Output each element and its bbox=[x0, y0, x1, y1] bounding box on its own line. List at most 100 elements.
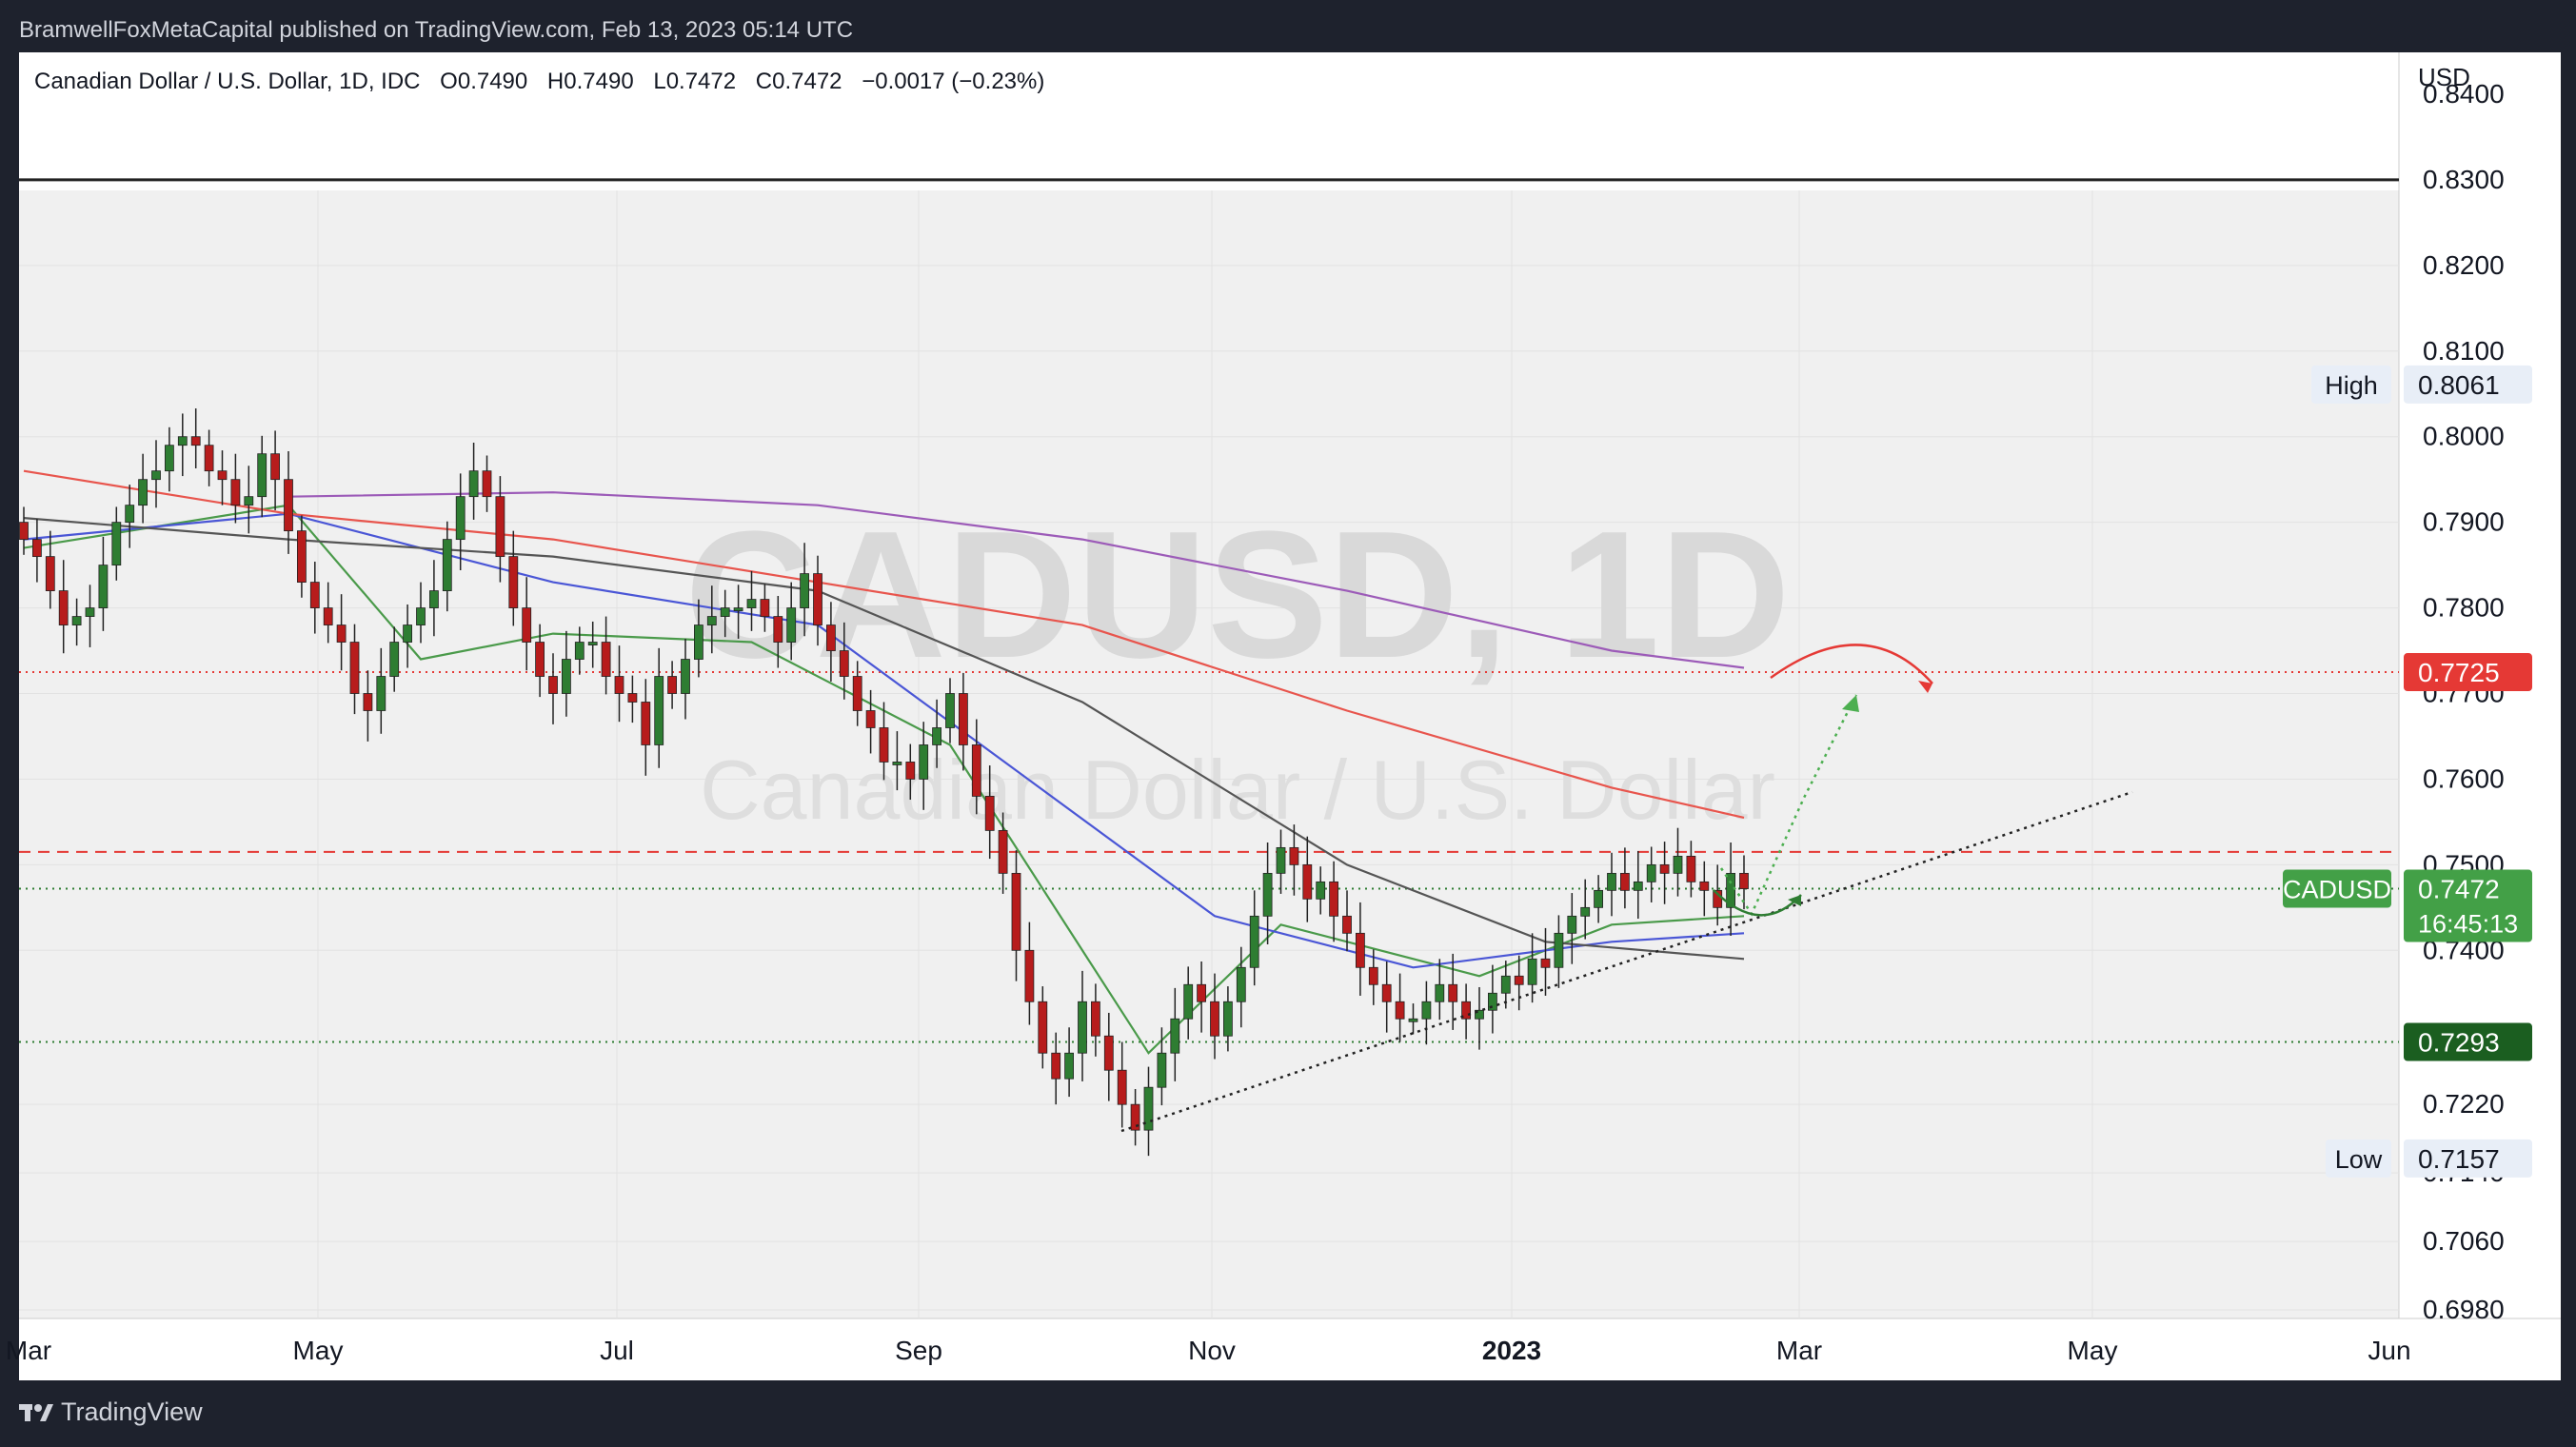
candle-body bbox=[1011, 872, 1021, 951]
footer-bar bbox=[0, 1380, 2576, 1447]
bounce-curve[interactable] bbox=[1713, 889, 1802, 917]
candle-body bbox=[919, 744, 929, 780]
candle-body bbox=[270, 453, 281, 481]
price-tick-label: 0.7900 bbox=[2423, 507, 2505, 537]
candle-body bbox=[323, 607, 333, 625]
candle-body bbox=[204, 445, 214, 472]
candle-body bbox=[800, 573, 809, 608]
candle-body bbox=[1249, 915, 1259, 968]
candle-body bbox=[1500, 975, 1511, 994]
candle-body bbox=[45, 556, 55, 591]
candle-body bbox=[614, 676, 624, 694]
candle-body bbox=[733, 607, 743, 611]
candle-body bbox=[468, 470, 479, 498]
badge-label-bg bbox=[2311, 365, 2391, 404]
price-badges: High 0.8061 0.7725 CADUSD 0.7472 16:45:13 0.72… bbox=[2283, 365, 2532, 1178]
candle-body bbox=[1183, 983, 1194, 1020]
candle-body bbox=[971, 744, 981, 797]
candle-body bbox=[1064, 1052, 1074, 1080]
candle-body bbox=[998, 829, 1008, 874]
tradingview-logo[interactable]: TradingView bbox=[19, 1397, 203, 1427]
candle-body bbox=[826, 624, 836, 651]
candle-body bbox=[1646, 863, 1656, 882]
price-badge-low: Low 0.7157 bbox=[2326, 1139, 2532, 1178]
candles bbox=[19, 408, 1749, 1157]
candle-body bbox=[813, 573, 822, 625]
candle-body bbox=[945, 693, 955, 728]
watermark-ticker: CADUSD, 1D bbox=[684, 494, 1790, 696]
price-badge-: 0.7725 bbox=[2404, 653, 2532, 692]
time-tick-label: Jun bbox=[2368, 1336, 2410, 1365]
candle-body bbox=[905, 762, 916, 780]
badge-value: 0.8061 bbox=[2418, 370, 2500, 400]
price-badge-cadusd: CADUSD 0.7472 16:45:13 bbox=[2283, 869, 2532, 942]
candle-body bbox=[1051, 1052, 1061, 1080]
badge-value-bg bbox=[2404, 653, 2532, 692]
candle-body bbox=[1103, 1035, 1114, 1071]
candle-body bbox=[535, 642, 545, 677]
candle-body bbox=[349, 642, 360, 694]
price-tick-label: 0.8100 bbox=[2423, 336, 2505, 366]
candle-body bbox=[1316, 881, 1326, 900]
badge-label: High bbox=[2325, 371, 2378, 400]
candle-body bbox=[85, 607, 95, 617]
candle-body bbox=[177, 436, 188, 446]
badge-value-bg bbox=[2404, 1022, 2532, 1061]
time-axis[interactable]: Mar May Jul Sep Nov 2023 Mar May Jun bbox=[6, 1336, 2411, 1365]
candle-body bbox=[1435, 983, 1445, 1002]
tradingview-brand: TradingView bbox=[61, 1397, 203, 1426]
candle-body bbox=[1488, 992, 1497, 1011]
watermark-name: Canadian Dollar / U.S. Dollar bbox=[700, 743, 1775, 837]
price-tick-label: 0.7600 bbox=[2423, 763, 2505, 793]
legend: Canadian Dollar / U.S. Dollar, 1D, IDC O… bbox=[34, 69, 1044, 94]
candle-body bbox=[1659, 863, 1670, 874]
candle-body bbox=[363, 693, 373, 711]
candle-body bbox=[654, 676, 664, 745]
resistance-arc[interactable] bbox=[1770, 644, 1933, 684]
candle-body bbox=[1329, 881, 1338, 917]
ma-line-sma200 bbox=[23, 469, 1745, 819]
badge-label-bg bbox=[2326, 1139, 2391, 1178]
candle-body bbox=[1210, 1001, 1219, 1037]
candle-body bbox=[428, 590, 439, 608]
candle-body bbox=[667, 676, 677, 694]
candle-body bbox=[601, 642, 611, 677]
ma-line-long bbox=[287, 491, 1745, 669]
candle-body bbox=[932, 727, 941, 745]
candle-body bbox=[284, 479, 293, 532]
candle-body bbox=[1381, 983, 1392, 1002]
price-axis[interactable]: 0.8400 0.8300 0.8200 0.8100 0.8000 0.7900 0.78… bbox=[2423, 79, 2505, 1324]
candle-body bbox=[1527, 958, 1537, 985]
candle-body bbox=[1699, 881, 1710, 891]
candle-body bbox=[681, 659, 690, 694]
candle-body bbox=[1448, 983, 1458, 1002]
price-badge-high: High 0.8061 bbox=[2311, 365, 2532, 404]
badge-value-bg bbox=[2404, 1139, 2532, 1178]
candle-body bbox=[1143, 1086, 1154, 1131]
candle-body bbox=[164, 445, 174, 472]
time-tick-label: Mar bbox=[6, 1336, 51, 1365]
badge-value: 0.7293 bbox=[2418, 1028, 2500, 1058]
price-badge-: 0.7293 bbox=[2404, 1022, 2532, 1061]
rising-trendline[interactable] bbox=[1120, 790, 2133, 1133]
candle-body bbox=[138, 479, 149, 506]
time-tick-label: May bbox=[2068, 1336, 2118, 1365]
candle-body bbox=[508, 556, 519, 608]
ma-line-slow bbox=[23, 517, 1745, 961]
badge-label-bg bbox=[2283, 869, 2391, 908]
candle-body bbox=[959, 693, 968, 745]
resistance-arrowhead bbox=[1918, 681, 1932, 693]
candle-body bbox=[376, 676, 386, 711]
candle-body bbox=[1421, 1001, 1432, 1020]
candle-body bbox=[1580, 906, 1591, 917]
candle-body bbox=[1620, 872, 1630, 891]
candle-body bbox=[720, 607, 730, 617]
candle-body bbox=[1368, 966, 1378, 985]
candle-body bbox=[1356, 932, 1365, 968]
candle-body bbox=[32, 539, 42, 558]
candle-body bbox=[587, 642, 598, 645]
legend-low: L0.7472 bbox=[653, 69, 736, 94]
candle-body bbox=[562, 659, 571, 694]
candle-body bbox=[1475, 1009, 1484, 1020]
